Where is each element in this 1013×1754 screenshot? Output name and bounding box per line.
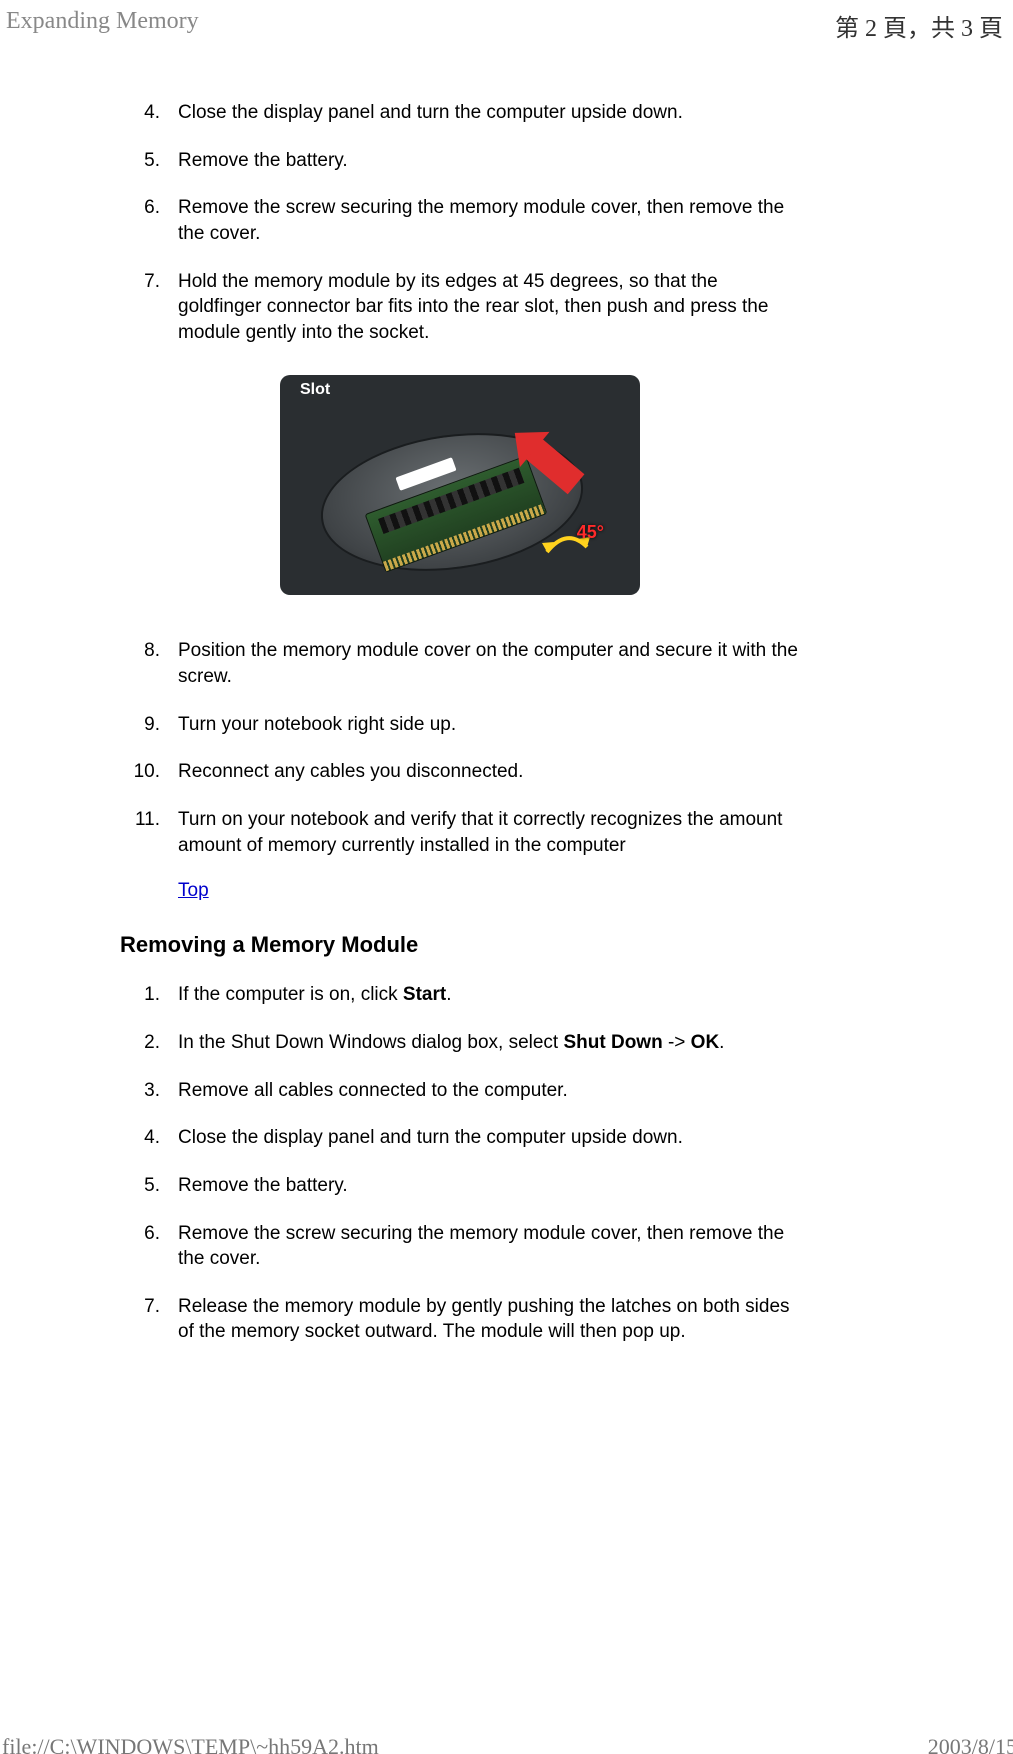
memory-module-figure: Slot 45°	[120, 375, 800, 600]
list-item: 1. If the computer is on, click Start.	[120, 982, 800, 1008]
list-item: 6. Remove the screw securing the memory …	[120, 195, 800, 246]
list-item: 9. Turn your notebook right side up.	[120, 712, 800, 738]
step-number: 9.	[120, 712, 160, 738]
memory-module-image: Slot 45°	[280, 375, 640, 595]
step-number: 6.	[120, 195, 160, 246]
list-item: 6. Remove the screw securing the memory …	[120, 1221, 800, 1272]
footer-path: file://C:\WINDOWS\TEMP\~hh59A2.htm	[2, 1734, 379, 1754]
step-text: In the Shut Down Windows dialog box, sel…	[178, 1030, 800, 1056]
step-number: 3.	[120, 1078, 160, 1104]
step-number: 1.	[120, 982, 160, 1008]
list-item: 11. Turn on your notebook and verify tha…	[120, 807, 800, 858]
list-item: 3. Remove all cables connected to the co…	[120, 1078, 800, 1104]
page-footer: file://C:\WINDOWS\TEMP\~hh59A2.htm 2003/…	[0, 1726, 1013, 1754]
step-text: Close the display panel and turn the com…	[178, 100, 800, 126]
step-text: If the computer is on, click Start.	[178, 982, 800, 1008]
step-text: Remove the screw securing the memory mod…	[178, 1221, 800, 1272]
step-number: 4.	[120, 100, 160, 126]
list-item: 4. Close the display panel and turn the …	[120, 1125, 800, 1151]
step-text: Turn your notebook right side up.	[178, 712, 800, 738]
step-number: 7.	[120, 269, 160, 346]
step-text: Remove the battery.	[178, 148, 800, 174]
step-text: Remove the screw securing the memory mod…	[178, 195, 800, 246]
page-header: Expanding Memory 第 2 頁，共 3 頁	[0, 8, 1013, 44]
list-item: 5. Remove the battery.	[120, 1173, 800, 1199]
step-number: 6.	[120, 1221, 160, 1272]
slot-label: Slot	[300, 381, 330, 399]
text-fragment: In the Shut Down Windows dialog box, sel…	[178, 1032, 563, 1053]
list-item: 7. Release the memory module by gently p…	[120, 1294, 800, 1345]
step-number: 8.	[120, 638, 160, 689]
page-indicator: 第 2 頁，共 3 頁	[835, 8, 1003, 43]
step-text: Turn on your notebook and verify that it…	[178, 807, 800, 858]
step-number: 5.	[120, 148, 160, 174]
angle-label: 45°	[577, 522, 604, 543]
step-text: Hold the memory module by its edges at 4…	[178, 269, 800, 346]
bold-start: Start	[403, 984, 446, 1005]
step-number: 7.	[120, 1294, 160, 1345]
install-steps-continued: 4. Close the display panel and turn the …	[120, 100, 800, 345]
step-text: Position the memory module cover on the …	[178, 638, 800, 689]
list-item: 10. Reconnect any cables you disconnecte…	[120, 759, 800, 785]
list-item: 5. Remove the battery.	[120, 148, 800, 174]
page-title: Expanding Memory	[6, 8, 199, 35]
text-fragment: .	[446, 984, 451, 1005]
top-link-wrap: Top	[178, 880, 800, 902]
step-text: Close the display panel and turn the com…	[178, 1125, 800, 1151]
list-item: 4. Close the display panel and turn the …	[120, 100, 800, 126]
step-text: Release the memory module by gently push…	[178, 1294, 800, 1345]
install-steps-after-image: 8. Position the memory module cover on t…	[120, 638, 800, 858]
text-fragment: ->	[663, 1032, 691, 1053]
list-item: 7. Hold the memory module by its edges a…	[120, 269, 800, 346]
footer-date: 2003/8/15	[928, 1734, 1013, 1754]
top-link[interactable]: Top	[178, 880, 209, 901]
step-text: Remove all cables connected to the compu…	[178, 1078, 800, 1104]
removing-section-heading: Removing a Memory Module	[120, 932, 800, 958]
step-number: 2.	[120, 1030, 160, 1056]
text-fragment: If the computer is on, click	[178, 984, 403, 1005]
step-number: 10.	[120, 759, 160, 785]
step-number: 5.	[120, 1173, 160, 1199]
bold-shutdown: Shut Down	[563, 1032, 662, 1053]
bold-ok: OK	[691, 1032, 720, 1053]
text-fragment: .	[719, 1032, 724, 1053]
list-item: 2. In the Shut Down Windows dialog box, …	[120, 1030, 800, 1056]
step-text: Reconnect any cables you disconnected.	[178, 759, 800, 785]
step-number: 4.	[120, 1125, 160, 1151]
step-number: 11.	[120, 807, 160, 858]
remove-steps: 1. If the computer is on, click Start. 2…	[120, 982, 800, 1345]
content-area: 4. Close the display panel and turn the …	[120, 100, 800, 1367]
list-item: 8. Position the memory module cover on t…	[120, 638, 800, 689]
step-text: Remove the battery.	[178, 1173, 800, 1199]
